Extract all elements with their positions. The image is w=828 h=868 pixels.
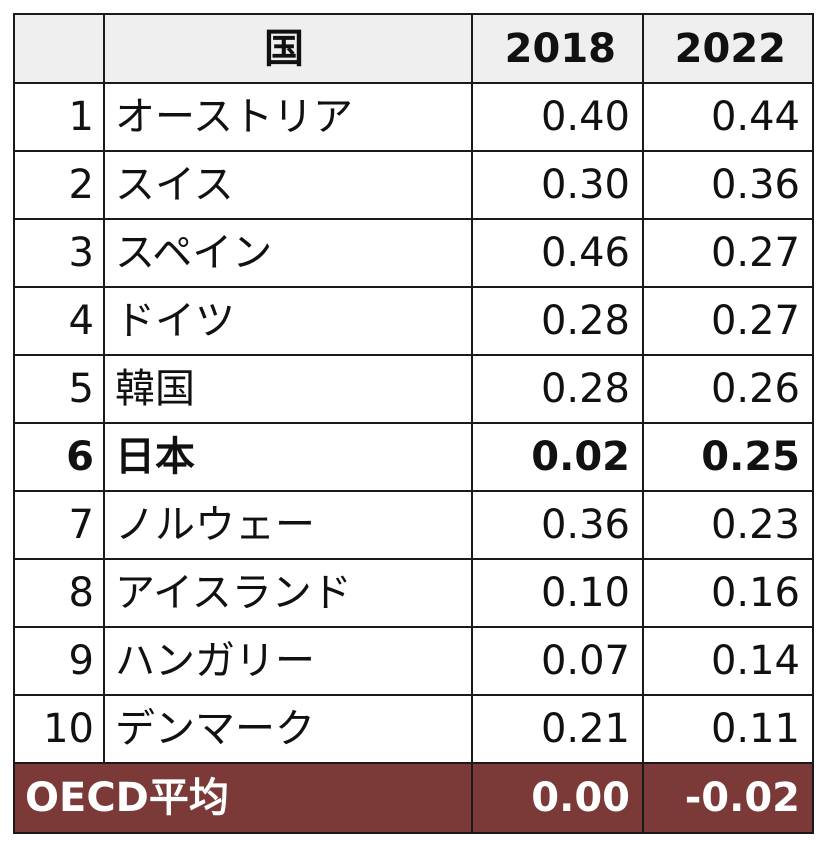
header-rank xyxy=(13,13,105,84)
country-cell: アイスランド xyxy=(103,558,473,628)
country-cell: デンマーク xyxy=(103,694,473,764)
country-cell: スペイン xyxy=(103,218,473,288)
table-row: 4 ドイツ 0.28 0.27 xyxy=(13,286,814,356)
rank-cell: 10 xyxy=(13,694,105,764)
rank-cell: 5 xyxy=(13,354,105,424)
value-2018-cell: 0.10 xyxy=(471,558,644,628)
table-row: 6 日本 0.02 0.25 xyxy=(13,422,814,492)
oecd-average-row: OECD平均 0.00 -0.02 xyxy=(13,762,814,834)
country-cell: 韓国 xyxy=(103,354,473,424)
value-2018-cell: 0.30 xyxy=(471,150,644,220)
table-row: 10 デンマーク 0.21 0.11 xyxy=(13,694,814,764)
ranking-table: 国 2018 2022 1 オーストリア 0.40 0.44 2 スイス 0.30 0.36 3… xyxy=(13,13,814,834)
rank-cell: 3 xyxy=(13,218,105,288)
oecd-average-2022: -0.02 xyxy=(642,762,814,834)
header-country: 国 xyxy=(103,13,473,84)
table-row: 5 韓国 0.28 0.26 xyxy=(13,354,814,424)
value-2022-cell: 0.27 xyxy=(642,286,814,356)
rank-cell: 6 xyxy=(13,422,105,492)
country-cell: 日本 xyxy=(103,422,473,492)
table-row: 7 ノルウェー 0.36 0.23 xyxy=(13,490,814,560)
value-2018-cell: 0.36 xyxy=(471,490,644,560)
value-2022-cell: 0.14 xyxy=(642,626,814,696)
value-2018-cell: 0.07 xyxy=(471,626,644,696)
table-row: 9 ハンガリー 0.07 0.14 xyxy=(13,626,814,696)
value-2018-cell: 0.02 xyxy=(471,422,644,492)
table-footer: OECD平均 0.00 -0.02 xyxy=(13,762,814,834)
value-2018-cell: 0.46 xyxy=(471,218,644,288)
header-row: 国 2018 2022 xyxy=(13,13,814,84)
value-2022-cell: 0.16 xyxy=(642,558,814,628)
header-year-2018: 2018 xyxy=(471,13,644,84)
value-2018-cell: 0.28 xyxy=(471,354,644,424)
value-2022-cell: 0.36 xyxy=(642,150,814,220)
country-cell: スイス xyxy=(103,150,473,220)
table-body: 1 オーストリア 0.40 0.44 2 スイス 0.30 0.36 3 スペイン 0.46 0.27… xyxy=(13,82,814,764)
oecd-average-2018: 0.00 xyxy=(471,762,644,834)
oecd-average-label: OECD平均 xyxy=(13,762,473,834)
table-row: 8 アイスランド 0.10 0.16 xyxy=(13,558,814,628)
table-row: 3 スペイン 0.46 0.27 xyxy=(13,218,814,288)
table-row: 2 スイス 0.30 0.36 xyxy=(13,150,814,220)
country-cell: ハンガリー xyxy=(103,626,473,696)
country-cell: オーストリア xyxy=(103,82,473,152)
value-2018-cell: 0.21 xyxy=(471,694,644,764)
table-row: 1 オーストリア 0.40 0.44 xyxy=(13,82,814,152)
rank-cell: 8 xyxy=(13,558,105,628)
value-2022-cell: 0.23 xyxy=(642,490,814,560)
rank-cell: 7 xyxy=(13,490,105,560)
country-cell: ドイツ xyxy=(103,286,473,356)
rank-cell: 2 xyxy=(13,150,105,220)
table-header: 国 2018 2022 xyxy=(13,13,814,84)
value-2022-cell: 0.27 xyxy=(642,218,814,288)
value-2022-cell: 0.11 xyxy=(642,694,814,764)
rank-cell: 4 xyxy=(13,286,105,356)
header-year-2022: 2022 xyxy=(642,13,814,84)
value-2022-cell: 0.26 xyxy=(642,354,814,424)
country-cell: ノルウェー xyxy=(103,490,473,560)
rank-cell: 1 xyxy=(13,82,105,152)
value-2022-cell: 0.44 xyxy=(642,82,814,152)
rank-cell: 9 xyxy=(13,626,105,696)
value-2018-cell: 0.28 xyxy=(471,286,644,356)
value-2018-cell: 0.40 xyxy=(471,82,644,152)
value-2022-cell: 0.25 xyxy=(642,422,814,492)
